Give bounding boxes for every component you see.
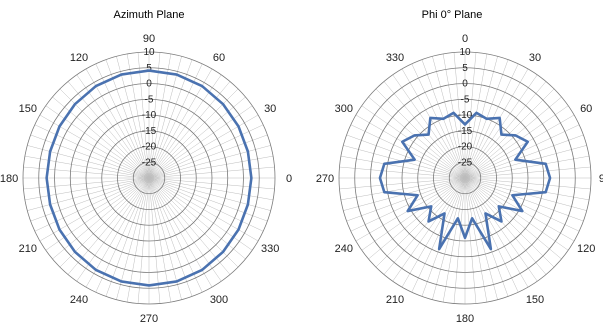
angle-label: 210: [386, 294, 404, 306]
angle-label: 30: [529, 52, 541, 64]
angle-label: 240: [335, 243, 353, 255]
grid-ring: [38, 67, 260, 289]
radial-tick-label: -10: [142, 110, 157, 121]
grid-ring: [117, 146, 181, 210]
radial-tick-label: -15: [142, 126, 157, 137]
polar-grid: [22, 51, 276, 305]
radial-tick-label: -25: [458, 157, 473, 168]
angle-label: 0: [286, 173, 292, 185]
series-line: [45, 69, 253, 287]
grid-ring: [101, 130, 197, 226]
angle-label: 270: [140, 313, 158, 325]
grid-ring: [22, 51, 276, 305]
angle-label: 30: [264, 103, 276, 115]
angle-label: 120: [577, 243, 595, 255]
radial-tick-label: 0: [146, 79, 152, 90]
grid-ring: [385, 98, 545, 258]
grid-ring: [448, 161, 482, 195]
angle-label: 300: [210, 294, 228, 306]
angle-label: 180: [456, 313, 474, 325]
radial-tick-label: 10: [143, 47, 155, 58]
grid-ring: [69, 98, 229, 258]
angle-label: 330: [261, 243, 279, 255]
angle-label: 180: [0, 173, 18, 185]
angle-label: 60: [580, 103, 592, 115]
grid-ring: [370, 83, 560, 273]
grid-ring: [338, 51, 592, 305]
radial-tick-label: -25: [142, 157, 157, 168]
angle-label: 0: [462, 33, 468, 45]
radial-tick-label: 5: [146, 63, 152, 74]
radial-tick-label: -5: [461, 94, 470, 105]
angle-label: 150: [19, 103, 37, 115]
radial-tick-label: 0: [462, 79, 468, 90]
polar-grid: [338, 51, 592, 305]
radial-tick-label: 10: [459, 47, 471, 58]
angle-label: 270: [316, 173, 334, 185]
azimuth-plane-chart: Azimuth Plane 0 30 60 90 120 150 180 210 240 270 3…: [0, 9, 292, 325]
angle-label: 210: [19, 243, 37, 255]
grid-ring: [354, 67, 576, 289]
angle-label: 90: [599, 173, 603, 185]
grid-ring: [132, 161, 166, 195]
chart-title: Phi 0° Plane: [422, 9, 483, 21]
radial-tick-label: -5: [145, 94, 154, 105]
grid-ring: [417, 130, 513, 226]
grid-ring: [85, 114, 213, 242]
phi-plane-chart: Phi 0° Plane 0 30 60 90 120 150 180 210 240 270 30…: [316, 9, 603, 325]
angle-label: 60: [213, 52, 225, 64]
chart-title: Azimuth Plane: [114, 9, 185, 21]
angle-label: 90: [143, 33, 155, 45]
angle-label: 300: [335, 103, 353, 115]
grid-ring: [54, 83, 244, 273]
radial-tick-label: -20: [142, 142, 157, 153]
grid-ring: [433, 146, 497, 210]
angle-label: 120: [70, 52, 88, 64]
series-line: [378, 111, 552, 251]
angle-label: 330: [386, 52, 404, 64]
angle-label: 240: [70, 294, 88, 306]
radial-tick-label: -15: [458, 126, 473, 137]
angle-label: 150: [526, 294, 544, 306]
radial-tick-label: -10: [458, 110, 473, 121]
radial-tick-label: 5: [462, 63, 468, 74]
radial-tick-label: -20: [458, 142, 473, 153]
grid-ring: [401, 114, 529, 242]
